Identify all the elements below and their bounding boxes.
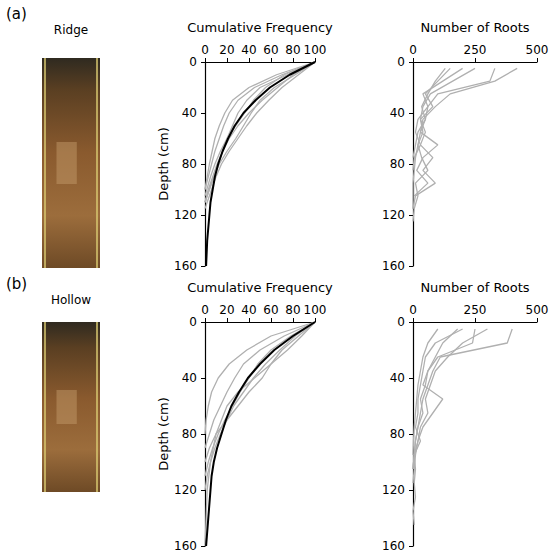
svg-text:80: 80 (390, 427, 405, 441)
svg-text:Cumulative Frequency: Cumulative Frequency (187, 280, 333, 295)
svg-text:(b): (b) (6, 275, 27, 293)
svg-text:120: 120 (382, 483, 405, 497)
svg-text:Number of Roots: Number of Roots (420, 280, 529, 295)
svg-text:0: 0 (397, 55, 405, 69)
svg-text:80: 80 (285, 303, 300, 317)
svg-text:0: 0 (397, 315, 405, 329)
svg-text:160: 160 (382, 259, 405, 273)
svg-text:40: 40 (182, 371, 197, 385)
svg-text:0: 0 (409, 43, 417, 57)
svg-text:40: 40 (241, 303, 256, 317)
svg-text:Depth (cm): Depth (cm) (156, 127, 171, 201)
svg-text:0: 0 (189, 55, 197, 69)
svg-text:500: 500 (526, 43, 549, 57)
svg-text:60: 60 (263, 303, 278, 317)
svg-text:40: 40 (390, 371, 405, 385)
svg-text:500: 500 (526, 303, 549, 317)
svg-text:160: 160 (382, 539, 405, 553)
svg-text:Hollow: Hollow (51, 293, 91, 307)
svg-text:100: 100 (304, 43, 327, 57)
svg-text:80: 80 (182, 157, 197, 171)
svg-text:120: 120 (174, 208, 197, 222)
svg-text:20: 20 (219, 303, 234, 317)
svg-text:Depth (cm): Depth (cm) (156, 397, 171, 471)
svg-text:Cumulative Frequency: Cumulative Frequency (187, 20, 333, 35)
svg-text:250: 250 (464, 43, 487, 57)
svg-text:160: 160 (174, 259, 197, 273)
svg-text:80: 80 (390, 157, 405, 171)
svg-text:0: 0 (201, 43, 209, 57)
svg-text:40: 40 (390, 106, 405, 120)
svg-text:(a): (a) (6, 5, 27, 23)
svg-text:60: 60 (263, 43, 278, 57)
svg-text:40: 40 (182, 106, 197, 120)
svg-text:0: 0 (409, 303, 417, 317)
svg-text:Ridge: Ridge (54, 23, 88, 37)
svg-text:20: 20 (219, 43, 234, 57)
svg-text:80: 80 (285, 43, 300, 57)
svg-text:160: 160 (174, 539, 197, 553)
svg-text:100: 100 (304, 303, 327, 317)
svg-text:Number of Roots: Number of Roots (420, 20, 529, 35)
svg-text:40: 40 (241, 43, 256, 57)
svg-text:250: 250 (464, 303, 487, 317)
svg-text:0: 0 (201, 303, 209, 317)
svg-text:80: 80 (182, 427, 197, 441)
svg-text:120: 120 (382, 208, 405, 222)
svg-text:0: 0 (189, 315, 197, 329)
svg-text:120: 120 (174, 483, 197, 497)
